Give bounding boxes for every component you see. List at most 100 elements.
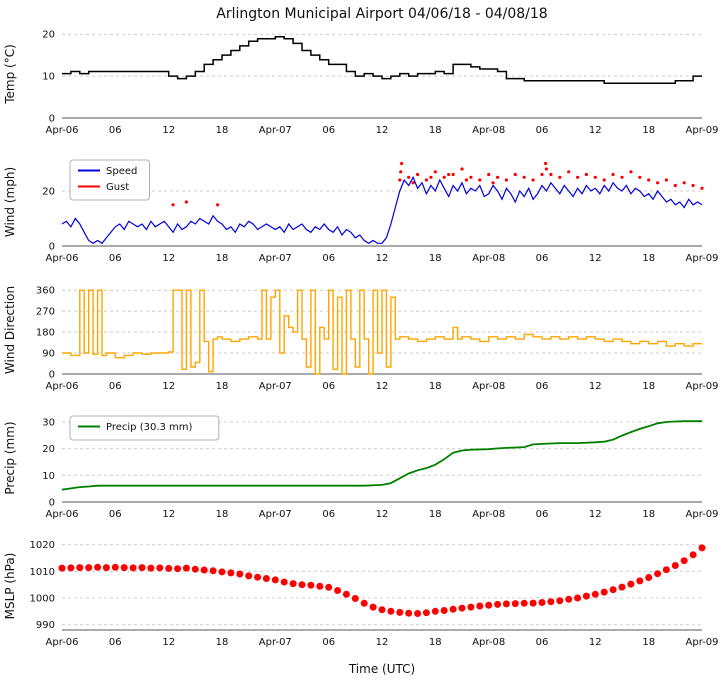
legend-box (69, 415, 220, 441)
data-point (691, 183, 695, 188)
data-point (582, 592, 590, 600)
data-point (496, 175, 500, 179)
data-point (342, 590, 350, 598)
data-point (94, 563, 102, 571)
x-tick-label: 18 (429, 637, 442, 648)
data-point (558, 175, 562, 179)
data-point (182, 564, 190, 572)
data-point (360, 599, 368, 607)
x-tick-label: 06 (536, 637, 549, 648)
data-point (200, 566, 208, 574)
y-tick-label: 20 (42, 30, 55, 41)
x-tick-label: 12 (589, 381, 602, 392)
data-point (440, 607, 448, 614)
x-tick-label: Apr-09 (686, 253, 719, 264)
x-tick-label: Apr-08 (472, 637, 505, 648)
x-tick-label: 18 (642, 381, 655, 392)
data-point (574, 594, 582, 602)
data-point (494, 600, 502, 608)
y-tick-label: 0 (49, 498, 55, 509)
wind-direction-subplot: 0 90 180 270 360 Apr-06 06 12 18 Apr-07 06 12 18 Apr-… (3, 286, 719, 392)
data-point (478, 178, 482, 182)
data-point (618, 583, 626, 591)
data-point (485, 601, 493, 609)
data-point (111, 563, 119, 571)
x-tick-label: 06 (536, 125, 549, 136)
data-point (120, 564, 128, 572)
data-point (429, 175, 433, 179)
data-point (567, 170, 571, 174)
data-point (298, 581, 306, 589)
y-tick-label: 10 (42, 72, 55, 83)
data-point (447, 172, 451, 177)
x-tick-label: Apr-09 (686, 125, 719, 136)
x-tick-label: 06 (322, 637, 335, 648)
data-point (85, 564, 93, 572)
data-point (584, 172, 589, 177)
x-tick-label: 18 (216, 381, 229, 392)
data-point (411, 181, 415, 185)
data-point (209, 567, 217, 575)
data-point (602, 178, 606, 182)
data-point (416, 172, 420, 177)
data-point (700, 186, 704, 190)
data-point (547, 598, 555, 606)
precip-subplot: 0 10 20 30 Apr-06 06 12 18 Apr-07 06 12 18 Apr-08 06 1… (3, 415, 719, 520)
data-point (611, 172, 615, 177)
x-tick-label: Apr-09 (686, 637, 719, 648)
x-tick-label: 18 (429, 125, 442, 136)
y-tick-label: 1000 (30, 594, 55, 605)
x-tick-label: 06 (322, 253, 335, 264)
data-point (565, 595, 573, 603)
legend-label: Speed (106, 166, 137, 177)
data-point (540, 172, 544, 177)
x-tick-label: Apr-06 (46, 381, 79, 392)
data-point (67, 564, 75, 572)
x-tick-label: Apr-09 (686, 509, 719, 520)
data-point (289, 580, 297, 588)
y-tick-label: 0 (49, 370, 55, 381)
x-tick-label: 12 (589, 637, 602, 648)
x-tick-label: Apr-06 (46, 637, 79, 648)
x-tick-label: 12 (162, 509, 175, 520)
y-tick-label: 20 (42, 444, 55, 455)
data-point (576, 175, 580, 179)
x-tick-label: Apr-08 (472, 125, 505, 136)
x-tick-label: 06 (322, 509, 335, 520)
x-tick-label: Apr-06 (46, 509, 79, 520)
x-tick-label: 18 (642, 637, 655, 648)
data-point (464, 178, 468, 182)
data-point (399, 170, 403, 174)
x-tick-label: Apr-07 (259, 509, 292, 520)
data-point (549, 172, 553, 177)
x-tick-label: Apr-07 (259, 125, 292, 136)
x-tick-label: 18 (642, 125, 655, 136)
x-tick-label: 18 (429, 381, 442, 392)
x-tick-label: 12 (376, 509, 389, 520)
x-tick-label: Apr-07 (259, 253, 292, 264)
data-point (76, 564, 84, 572)
x-tick-label: 18 (642, 253, 655, 264)
y-axis-label: MSLP (hPa) (3, 553, 17, 620)
x-tick-label: 12 (376, 381, 389, 392)
data-point (627, 580, 635, 588)
data-point (431, 607, 439, 615)
data-point (664, 178, 669, 182)
wind-subplot: 0 20 Apr-06 06 12 18 Apr-07 06 12 18 Apr-08 06 12 18 A… (3, 159, 719, 264)
x-tick-label: 12 (162, 125, 175, 136)
x-tick-label: 06 (322, 381, 335, 392)
y-tick-label: 270 (36, 307, 55, 318)
y-tick-label: 180 (36, 328, 55, 339)
data-point (538, 599, 546, 606)
y-tick-label: 30 (42, 418, 55, 429)
data-point (236, 570, 244, 578)
data-point (174, 565, 182, 573)
data-point (636, 577, 644, 585)
data-point (334, 587, 342, 594)
x-tick-label: 18 (216, 253, 229, 264)
data-point (433, 170, 437, 174)
x-tick-label: 06 (109, 637, 122, 648)
data-point (476, 602, 484, 610)
data-point (216, 203, 220, 207)
data-point (680, 557, 688, 565)
